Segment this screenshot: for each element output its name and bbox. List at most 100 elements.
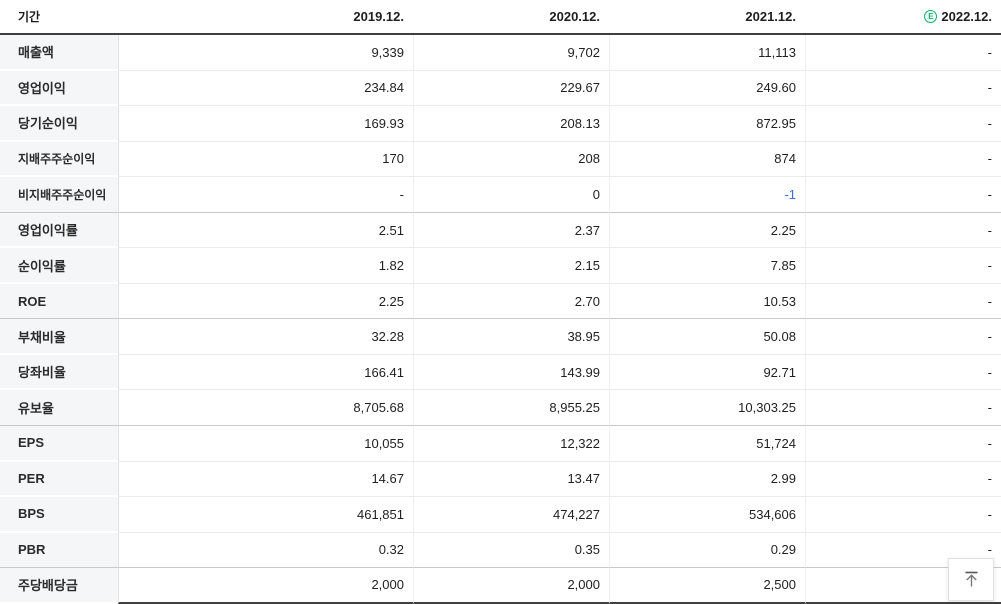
row-label: 당기순이익 bbox=[0, 106, 118, 142]
cell-value: - bbox=[805, 177, 1001, 213]
table-row: BPS 461,851 474,227 534,606- bbox=[0, 497, 1001, 533]
cell-value: 9,702 bbox=[413, 35, 609, 71]
column-header-2019-12: 2019.12. bbox=[118, 0, 413, 33]
cell-value: - bbox=[805, 390, 1001, 427]
table-header-row: 기간 2019.12. 2020.12. 2021.12. E 2022.12. bbox=[0, 0, 1001, 35]
row-label: 순이익률 bbox=[0, 248, 118, 284]
table-row: 순이익률 1.82 2.15 7.85- bbox=[0, 248, 1001, 284]
table-row: 당좌비율 166.41 143.99 92.71- bbox=[0, 354, 1001, 391]
cell-value: - bbox=[805, 35, 1001, 71]
cell-value: - bbox=[805, 426, 1001, 462]
column-header-2021-12: 2021.12. bbox=[609, 0, 805, 33]
column-header-2022-12: E 2022.12. bbox=[805, 0, 1001, 33]
cell-value: 461,851 bbox=[118, 497, 413, 533]
cell-value: 249.60 bbox=[609, 70, 805, 107]
cell-value: - bbox=[805, 532, 1001, 569]
cell-value: 8,955.25 bbox=[413, 390, 609, 427]
row-label: PER bbox=[0, 461, 118, 498]
table-row: 영업이익률 2.51 2.37 2.25- bbox=[0, 212, 1001, 249]
row-label: 주당배당금 bbox=[0, 568, 118, 604]
cell-value: 9,339 bbox=[118, 35, 413, 71]
row-label: 비지배주주순이익 bbox=[0, 177, 118, 213]
cell-value: 2.37 bbox=[413, 212, 609, 249]
row-label: EPS bbox=[0, 426, 118, 462]
table-row: ROE 2.25 2.70 10.53- bbox=[0, 283, 1001, 320]
table-row: 당기순이익 169.93 208.13 872.95- bbox=[0, 106, 1001, 142]
table-row: 매출액 9,339 9,702 11,113- bbox=[0, 35, 1001, 71]
cell-value: - bbox=[118, 177, 413, 213]
table-row: 유보율 8,705.68 8,955.25 10,303.25- bbox=[0, 390, 1001, 427]
cell-value: 143.99 bbox=[413, 354, 609, 391]
table-row: 부채비율 32.28 38.95 50.08- bbox=[0, 319, 1001, 355]
table-row: PER 14.67 13.47 2.99- bbox=[0, 461, 1001, 498]
cell-value: 92.71 bbox=[609, 354, 805, 391]
cell-value: 12,322 bbox=[413, 426, 609, 462]
cell-value: - bbox=[805, 497, 1001, 533]
cell-value: 1.82 bbox=[118, 248, 413, 284]
row-label: 부채비율 bbox=[0, 319, 118, 355]
row-label: BPS bbox=[0, 497, 118, 533]
row-label: 지배주주순이익 bbox=[0, 141, 118, 178]
cell-value: 8,705.68 bbox=[118, 390, 413, 427]
row-label: 영업이익률 bbox=[0, 212, 118, 249]
cell-value: 2.25 bbox=[118, 283, 413, 320]
cell-value: 0.32 bbox=[118, 532, 413, 569]
table-row: PBR 0.32 0.35 0.29- bbox=[0, 532, 1001, 569]
cell-value: 170 bbox=[118, 141, 413, 178]
cell-value: - bbox=[805, 461, 1001, 498]
cell-value: 166.41 bbox=[118, 354, 413, 391]
cell-value: 2.70 bbox=[413, 283, 609, 320]
row-label: 유보율 bbox=[0, 390, 118, 427]
column-header-2020-12: 2020.12. bbox=[413, 0, 609, 33]
scroll-to-top-arrow-icon bbox=[962, 570, 981, 589]
table-row: 영업이익 234.84 229.67 249.60- bbox=[0, 70, 1001, 107]
cell-value: 10,303.25 bbox=[609, 390, 805, 427]
cell-value: - bbox=[805, 212, 1001, 249]
cell-value: 0.29 bbox=[609, 532, 805, 569]
cell-value: 0 bbox=[413, 177, 609, 213]
scroll-to-top-button[interactable] bbox=[948, 558, 994, 601]
cell-value: 534,606 bbox=[609, 497, 805, 533]
row-label: 매출액 bbox=[0, 35, 118, 71]
cell-value: 229.67 bbox=[413, 70, 609, 107]
cell-value: 234.84 bbox=[118, 70, 413, 107]
table-row: 비지배주주순이익 -0 -1- bbox=[0, 177, 1001, 213]
period-header-label: 기간 bbox=[0, 0, 118, 33]
cell-value: 50.08 bbox=[609, 319, 805, 355]
cell-value: 208.13 bbox=[413, 106, 609, 142]
cell-value: 2,000 bbox=[118, 568, 413, 604]
cell-value: 7.85 bbox=[609, 248, 805, 284]
cell-value: 2.15 bbox=[413, 248, 609, 284]
cell-value: - bbox=[805, 319, 1001, 355]
cell-value: - bbox=[805, 106, 1001, 142]
row-label: 당좌비율 bbox=[0, 354, 118, 391]
cell-value: 2.51 bbox=[118, 212, 413, 249]
table-row: EPS 10,055 12,322 51,724- bbox=[0, 426, 1001, 462]
cell-value: 10.53 bbox=[609, 283, 805, 320]
cell-value: - bbox=[805, 283, 1001, 320]
cell-value: - bbox=[805, 70, 1001, 107]
cell-value: 2,500 bbox=[609, 568, 805, 604]
cell-value: 51,724 bbox=[609, 426, 805, 462]
row-label: ROE bbox=[0, 283, 118, 320]
cell-value: - bbox=[805, 141, 1001, 178]
estimate-e-icon: E bbox=[924, 10, 938, 23]
cell-value: 874 bbox=[609, 141, 805, 178]
cell-value: 32.28 bbox=[118, 319, 413, 355]
cell-value: 14.67 bbox=[118, 461, 413, 498]
cell-value: 2,000 bbox=[413, 568, 609, 604]
cell-value: 169.93 bbox=[118, 106, 413, 142]
cell-value: 208 bbox=[413, 141, 609, 178]
table-row: 지배주주순이익 170 208 874- bbox=[0, 141, 1001, 178]
cell-value: 13.47 bbox=[413, 461, 609, 498]
row-label: 영업이익 bbox=[0, 70, 118, 107]
cell-value: -1 bbox=[609, 177, 805, 213]
cell-value: - bbox=[805, 354, 1001, 391]
cell-value: 11,113 bbox=[609, 35, 805, 71]
cell-value: 10,055 bbox=[118, 426, 413, 462]
cell-value: 2.99 bbox=[609, 461, 805, 498]
cell-value: - bbox=[805, 248, 1001, 284]
cell-value: 38.95 bbox=[413, 319, 609, 355]
